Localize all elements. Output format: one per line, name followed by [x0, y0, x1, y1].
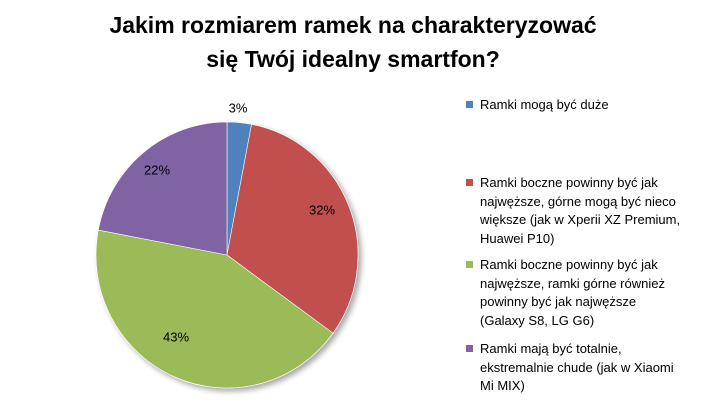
slice-labels: 3% 32% 43% 22%: [144, 100, 335, 344]
legend-label-3: Ramki boczne powinny być jak najwęższe, …: [480, 257, 665, 328]
slice-value-label-3: 43%: [163, 329, 189, 344]
pie-slice-2: [226, 124, 359, 334]
legend-label-2: Ramki boczne powinny być jak najwęższe, …: [480, 175, 681, 246]
legend-swatch-2: [466, 179, 473, 186]
legend: Ramki mogą być duże Ramki boczne powinny …: [466, 0, 706, 413]
legend-label-1: Ramki mogą być duże: [480, 97, 609, 112]
slice-value-label-2: 32%: [309, 202, 335, 217]
pie-slice-4: [97, 121, 228, 256]
legend-swatch-3: [466, 261, 473, 268]
legend-swatch-1: [466, 101, 473, 108]
legend-swatch-4: [466, 345, 473, 352]
legend-label-4: Ramki mają być totalnie, ekstremalnie ch…: [480, 341, 674, 393]
slice-value-label-4: 22%: [144, 162, 170, 177]
pie-slices: [95, 121, 359, 389]
pie-slice-3: [95, 229, 334, 389]
slice-value-label-1: 3%: [229, 100, 248, 115]
chart-title: Jakim rozmiarem ramek na charakteryzować…: [109, 12, 597, 72]
